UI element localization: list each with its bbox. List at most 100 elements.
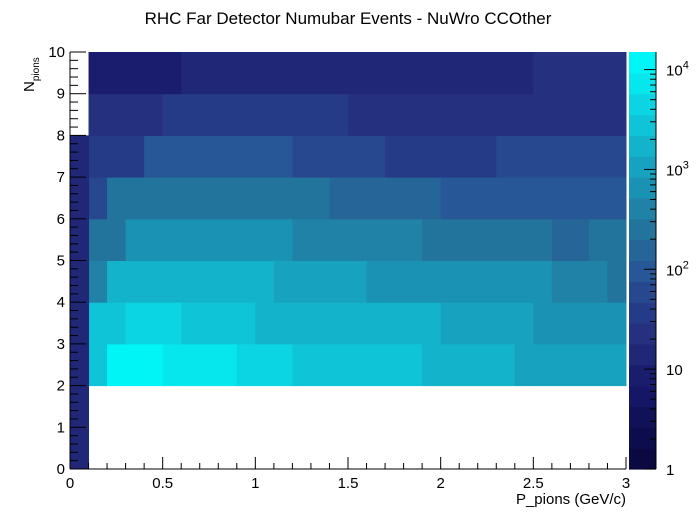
heatmap-cell [144,135,293,178]
colorbar-segment [629,135,656,157]
heatmap-cell [533,177,627,220]
heatmap-cell [88,302,127,345]
colorbar-segment [629,323,656,345]
colorbar-segment [629,448,656,470]
y-tick-label: 7 [57,169,65,186]
heatmap-cell [273,260,368,303]
heatmap-cell [88,135,145,178]
colorbar-segment [629,385,656,408]
x-axis-ticks: 0 0.5 1 1.5 2 2.5 3 [66,457,630,492]
colorbar-tick-label: 10 [666,362,683,379]
heatmap-cell [125,218,182,261]
y-axis-label-sub: pions [31,57,42,81]
x-tick-label: 0.5 [152,475,173,492]
colorbar-tick-label: 1 [666,462,674,479]
heatmap-cell [125,302,182,345]
colorbar-segment [629,93,656,116]
heatmap-cell [348,52,534,95]
heatmap-cell [236,343,293,387]
y-tick-label: 5 [57,253,65,270]
y-tick-label: 3 [57,336,65,353]
y-tick-label: 0 [57,461,65,478]
heatmap-cell [588,218,627,261]
x-tick-label: 3 [622,475,630,492]
heatmap-cell [607,260,627,303]
colorbar-tick-base: 10 [666,63,683,80]
colorbar-segment [629,114,656,136]
colorbar-segment [629,52,656,74]
svg-text:Npions: Npions [21,57,42,92]
colorbar-segment [629,218,656,241]
heatmap-cell [422,343,516,387]
colorbar-tick-label: 103 [666,159,689,179]
y-axis-ticks: 0 1 2 3 4 5 6 7 8 9 10 [48,44,86,478]
chart-title: RHC Far Detector Numubar Events - NuWro … [145,9,552,28]
colorbar-segment [629,364,656,387]
heatmap-cell [329,177,442,220]
y-tick-label: 6 [57,211,65,228]
heatmap-cell [107,177,164,220]
x-tick-label: 2 [436,475,444,492]
colorbar-segment [629,281,656,303]
colorbar-tick-exponent: 4 [683,60,689,72]
x-tick-label: 2.5 [523,475,544,492]
heatmap-cell [144,260,275,303]
colorbar-segment [629,197,656,220]
heatmap-cell [181,302,256,345]
heatmap-cell [88,218,127,261]
colorbar-segment [629,260,656,282]
colorbar-tick-label: 102 [666,259,689,279]
colorbar-tick-base: 10 [666,362,683,379]
heatmap-cell [88,260,108,303]
heatmap-cell [199,177,330,220]
x-axis-label: P_pions (GeV/c) [516,491,626,508]
heatmap-cell [292,343,423,387]
colorbar-segment [629,427,656,449]
heatmap-cell [477,93,627,136]
heatmap-cell [181,218,293,261]
y-tick-label: 9 [57,86,65,103]
heatmap-cell [292,135,386,178]
colorbar-tick-base: 1 [666,462,674,479]
y-tick-label: 1 [57,419,65,436]
heatmap-cell [551,218,590,261]
heatmap-cells [70,52,627,470]
heatmap-cell [533,302,627,345]
heatmap-cell [551,260,608,303]
heatmap-cell [107,260,145,303]
heatmap-cell [348,93,479,136]
colorbar-segment [629,72,656,95]
colorbar-tick-exponent: 2 [683,259,689,271]
colorbar-tick-label: 104 [666,60,689,80]
x-tick-label: 1 [251,475,259,492]
y-tick-label: 4 [57,294,65,311]
heatmap-cell [255,302,349,345]
colorbar-segment [629,406,656,428]
heatmap-cell [162,93,349,136]
x-tick-label: 1.5 [338,475,359,492]
colorbar-segment [629,177,656,199]
colorbar-segment [629,239,656,262]
heatmap-cell [440,177,534,220]
heatmap-cell [107,343,164,387]
colorbar-segment [629,343,656,366]
y-tick-label: 10 [48,44,65,61]
y-tick-label: 2 [57,378,65,395]
colorbar-tick-base: 10 [666,162,683,179]
heatmap-cell [88,177,108,220]
colorbar-segment [629,156,656,178]
heatmap-cell [348,302,442,345]
heatmap-cell [162,177,201,220]
colorbar-segment [629,302,656,324]
heatmap-cell [88,343,108,387]
y-axis-label: Npions [21,57,42,92]
y-axis-label-main: N [21,81,38,92]
heatmap-cell [88,93,164,136]
heatmap-cell [496,135,627,178]
heatmap-cell [422,218,553,261]
heatmap-cell [385,135,497,178]
heatmap-cell [181,52,349,95]
x-tick-label: 0 [66,475,74,492]
